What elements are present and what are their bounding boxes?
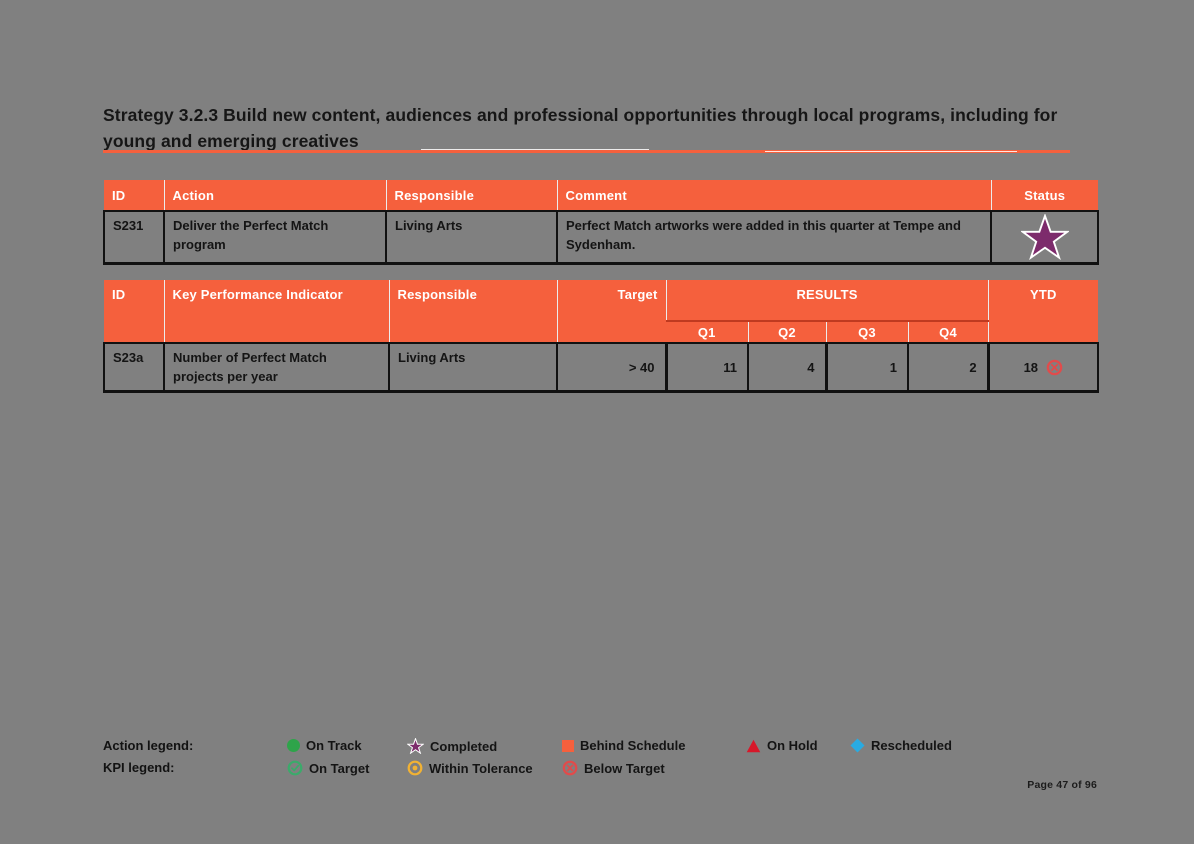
below-target-icon [562, 760, 578, 776]
kpi-header-results: RESULTS [665, 280, 989, 322]
legend-on-target: On Target [287, 760, 369, 776]
action-responsible-cell: Living Arts [385, 210, 558, 265]
kpi-header-ytd: YTD [987, 280, 1099, 343]
kpi-q2-cell: 4 [747, 342, 827, 393]
completed-star-icon [407, 738, 424, 754]
underline-highlight [421, 149, 649, 150]
on-hold-triangle-icon [746, 739, 761, 752]
legend-within-tolerance-label: Within Tolerance [429, 760, 533, 776]
legend-on-track: On Track [287, 738, 362, 753]
completed-star-icon [1020, 213, 1069, 260]
kpi-header-q3: Q3 [825, 321, 908, 343]
kpi-ytd-cell: 18 [986, 342, 1100, 393]
legend-below-target: Below Target [562, 760, 665, 776]
action-header-responsible: Responsible [385, 180, 557, 211]
below-target-icon [1046, 359, 1063, 375]
legend-behind-schedule: Behind Schedule [562, 738, 685, 753]
kpi-header-target: Target [556, 280, 666, 343]
page-number: Page 47 of 96 [1027, 779, 1097, 791]
action-action-cell: Deliver the Perfect Match program [163, 210, 387, 265]
kpi-header-q2: Q2 [747, 321, 826, 343]
kpi-id-cell: S23a [103, 342, 165, 393]
action-header-comment: Comment [556, 180, 991, 211]
kpi-header-q4: Q4 [907, 321, 989, 343]
kpi-header-q1: Q1 [666, 321, 748, 343]
action-legend-label: Action legend: [103, 738, 194, 753]
legend-below-target-label: Below Target [584, 760, 665, 776]
action-status-cell [990, 210, 1099, 265]
action-comment-cell: Perfect Match artworks were added in thi… [556, 210, 992, 265]
kpi-legend-label: KPI legend: [103, 760, 175, 775]
legend-within-tolerance: Within Tolerance [407, 760, 533, 776]
legend-on-hold-label: On Hold [767, 738, 818, 753]
kpi-header-kpi: Key Performance Indicator [163, 280, 389, 343]
kpi-table-header-row: ID Key Performance Indicator Responsible… [104, 280, 1099, 343]
kpi-table-quarter-row: Q1 Q2 Q3 Q4 [104, 321, 1098, 343]
legend-on-hold: On Hold [746, 738, 818, 753]
legend-behind-schedule-label: Behind Schedule [580, 738, 686, 753]
legend-on-track-label: On Track [306, 738, 362, 753]
legend-rescheduled: Rescheduled [850, 738, 952, 753]
title-underline [103, 149, 1070, 153]
action-header-id: ID [104, 180, 164, 211]
rescheduled-diamond-icon [850, 738, 865, 753]
kpi-target-cell: > 40 [556, 342, 667, 393]
legend-completed-label: Completed [430, 738, 498, 754]
page-title: Strategy 3.2.3 Build new content, audien… [103, 105, 1058, 151]
kpi-header-id: ID [104, 280, 164, 343]
kpi-indicator-cell: Number of Perfect Match projects per yea… [163, 342, 390, 393]
action-header-status: Status [990, 180, 1098, 211]
legend-rescheduled-label: Rescheduled [871, 738, 952, 753]
kpi-ytd-value: 18 [1023, 359, 1039, 375]
kpi-header-responsible: Responsible [388, 280, 557, 343]
kpi-q1-cell: 11 [664, 342, 749, 393]
action-table-row: S231 Deliver the Perfect Match program L… [103, 210, 1099, 265]
action-header-action: Action [163, 180, 386, 211]
action-id-cell: S231 [103, 210, 165, 265]
kpi-q3-cell: 1 [824, 342, 909, 393]
underline-highlight [765, 151, 1017, 152]
kpi-q4-cell: 2 [907, 342, 990, 393]
within-tolerance-circle-icon [407, 760, 423, 776]
kpi-table: ID Key Performance Indicator Responsible… [103, 280, 1100, 393]
behind-schedule-square-icon [562, 739, 574, 752]
on-target-check-icon [287, 760, 303, 776]
legend-completed: Completed [407, 738, 497, 754]
legend-on-target-label: On Target [309, 760, 370, 776]
action-table-header-row: ID Action Responsible Comment Status [104, 180, 1098, 211]
kpi-table-row: S23a Number of Perfect Match projects pe… [103, 342, 1100, 393]
action-table: ID Action Responsible Comment Status S23… [103, 180, 1099, 265]
kpi-responsible-cell: Living Arts [388, 342, 558, 393]
on-track-circle-icon [287, 739, 300, 752]
